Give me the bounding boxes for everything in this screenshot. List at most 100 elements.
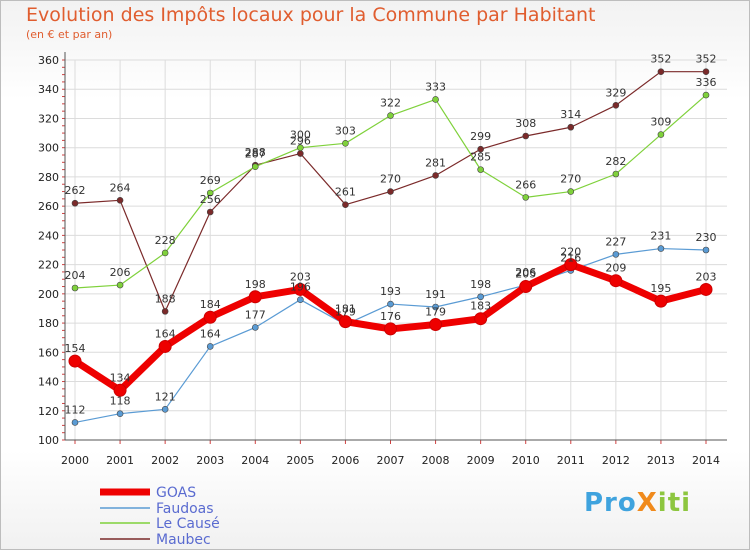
data-point bbox=[387, 300, 394, 308]
legend-label: GOAS bbox=[156, 485, 196, 501]
y-tick-label: 220 bbox=[38, 259, 59, 272]
y-tick-label: 360 bbox=[38, 54, 59, 67]
data-point bbox=[522, 132, 530, 140]
x-tick-label: 2003 bbox=[196, 454, 224, 467]
data-point bbox=[654, 294, 668, 308]
data-point bbox=[161, 308, 169, 315]
x-tick-label: 2013 bbox=[647, 454, 675, 467]
data-point bbox=[699, 282, 713, 296]
data-label: 183 bbox=[470, 300, 491, 313]
data-point bbox=[203, 310, 217, 324]
data-label: 154 bbox=[65, 342, 86, 355]
data-label: 264 bbox=[110, 181, 131, 194]
data-point bbox=[702, 91, 710, 99]
logo-part-pro: Pro bbox=[584, 488, 637, 518]
data-label: 269 bbox=[200, 174, 221, 187]
data-point bbox=[384, 322, 397, 336]
data-label: 261 bbox=[335, 186, 356, 199]
data-label: 181 bbox=[335, 303, 356, 316]
data-point bbox=[68, 354, 82, 368]
x-tick-label: 2006 bbox=[331, 454, 359, 467]
data-point bbox=[567, 188, 575, 195]
x-tick-label: 2014 bbox=[692, 454, 720, 467]
data-label: 287 bbox=[245, 148, 266, 161]
data-label: 266 bbox=[515, 178, 536, 191]
data-label: 164 bbox=[200, 327, 221, 340]
data-point bbox=[567, 123, 575, 131]
y-tick-label: 100 bbox=[38, 434, 59, 447]
data-point bbox=[519, 280, 533, 294]
data-label: 308 bbox=[515, 117, 536, 130]
data-label: 206 bbox=[110, 266, 131, 279]
data-label: 230 bbox=[696, 231, 717, 244]
data-label: 227 bbox=[605, 235, 626, 248]
data-label: 228 bbox=[155, 234, 176, 247]
data-point bbox=[297, 296, 304, 303]
data-point bbox=[206, 208, 214, 216]
data-point bbox=[251, 324, 259, 331]
data-point bbox=[387, 112, 394, 119]
data-label: 220 bbox=[560, 246, 581, 259]
data-point bbox=[342, 140, 349, 147]
data-label: 299 bbox=[470, 130, 491, 143]
x-tick-label: 2004 bbox=[241, 454, 269, 467]
data-point bbox=[161, 249, 169, 257]
data-point bbox=[251, 163, 259, 170]
x-tick-label: 2012 bbox=[602, 454, 630, 467]
proxiti-logo: ProXiti bbox=[584, 488, 691, 518]
data-label: 303 bbox=[335, 124, 356, 137]
data-label: 206 bbox=[515, 266, 536, 279]
data-label: 203 bbox=[696, 270, 717, 283]
data-label: 336 bbox=[696, 76, 717, 89]
data-point bbox=[432, 303, 439, 311]
legend-label: Faudoas bbox=[156, 501, 214, 517]
data-point bbox=[477, 145, 484, 153]
data-label: 196 bbox=[290, 281, 311, 294]
y-tick-label: 120 bbox=[38, 405, 59, 418]
data-label: 352 bbox=[696, 53, 717, 66]
data-point bbox=[71, 284, 79, 292]
data-label: 309 bbox=[650, 116, 671, 129]
legend-label: Le Causé bbox=[156, 516, 220, 532]
data-label: 184 bbox=[200, 298, 221, 311]
data-point bbox=[477, 166, 484, 173]
data-point bbox=[657, 68, 665, 75]
data-label: 205 bbox=[515, 268, 536, 281]
data-label: 322 bbox=[380, 97, 401, 110]
data-label: 285 bbox=[470, 151, 491, 164]
data-label: 270 bbox=[380, 173, 401, 186]
data-point bbox=[474, 312, 488, 326]
data-point bbox=[609, 274, 623, 288]
y-tick-label: 180 bbox=[38, 317, 59, 330]
data-point bbox=[161, 406, 169, 413]
data-label: 134 bbox=[110, 371, 131, 384]
data-label: 121 bbox=[155, 390, 176, 403]
data-label: 176 bbox=[380, 310, 401, 323]
chart-title: Evolution des Impôts locaux pour la Comm… bbox=[26, 4, 596, 26]
data-label: 282 bbox=[605, 155, 626, 168]
logo-part-iti: iti bbox=[657, 488, 692, 518]
data-point bbox=[657, 131, 665, 138]
data-labels-layer: 262 264 188 256 288 296 261 270 281 299 308 314 329 3… bbox=[65, 53, 717, 417]
data-point bbox=[116, 197, 124, 204]
data-label: 300 bbox=[290, 129, 311, 142]
data-label: 296 bbox=[290, 135, 311, 148]
data-label: 179 bbox=[335, 306, 356, 319]
data-point bbox=[612, 170, 620, 178]
legend-label: Maubec bbox=[156, 532, 211, 548]
y-tick-label: 240 bbox=[38, 229, 59, 242]
data-label: 352 bbox=[650, 53, 671, 66]
data-point bbox=[206, 343, 214, 350]
data-point bbox=[71, 199, 79, 207]
logo-part-x: X bbox=[636, 488, 658, 518]
x-tick-label: 2005 bbox=[286, 454, 314, 467]
data-point bbox=[158, 339, 172, 353]
data-point bbox=[116, 410, 124, 417]
data-label: 333 bbox=[425, 80, 446, 93]
data-point bbox=[477, 293, 484, 301]
data-label: 179 bbox=[425, 306, 446, 319]
data-point bbox=[612, 102, 620, 109]
series-layer bbox=[68, 68, 713, 426]
y-tick-label: 300 bbox=[38, 142, 59, 155]
